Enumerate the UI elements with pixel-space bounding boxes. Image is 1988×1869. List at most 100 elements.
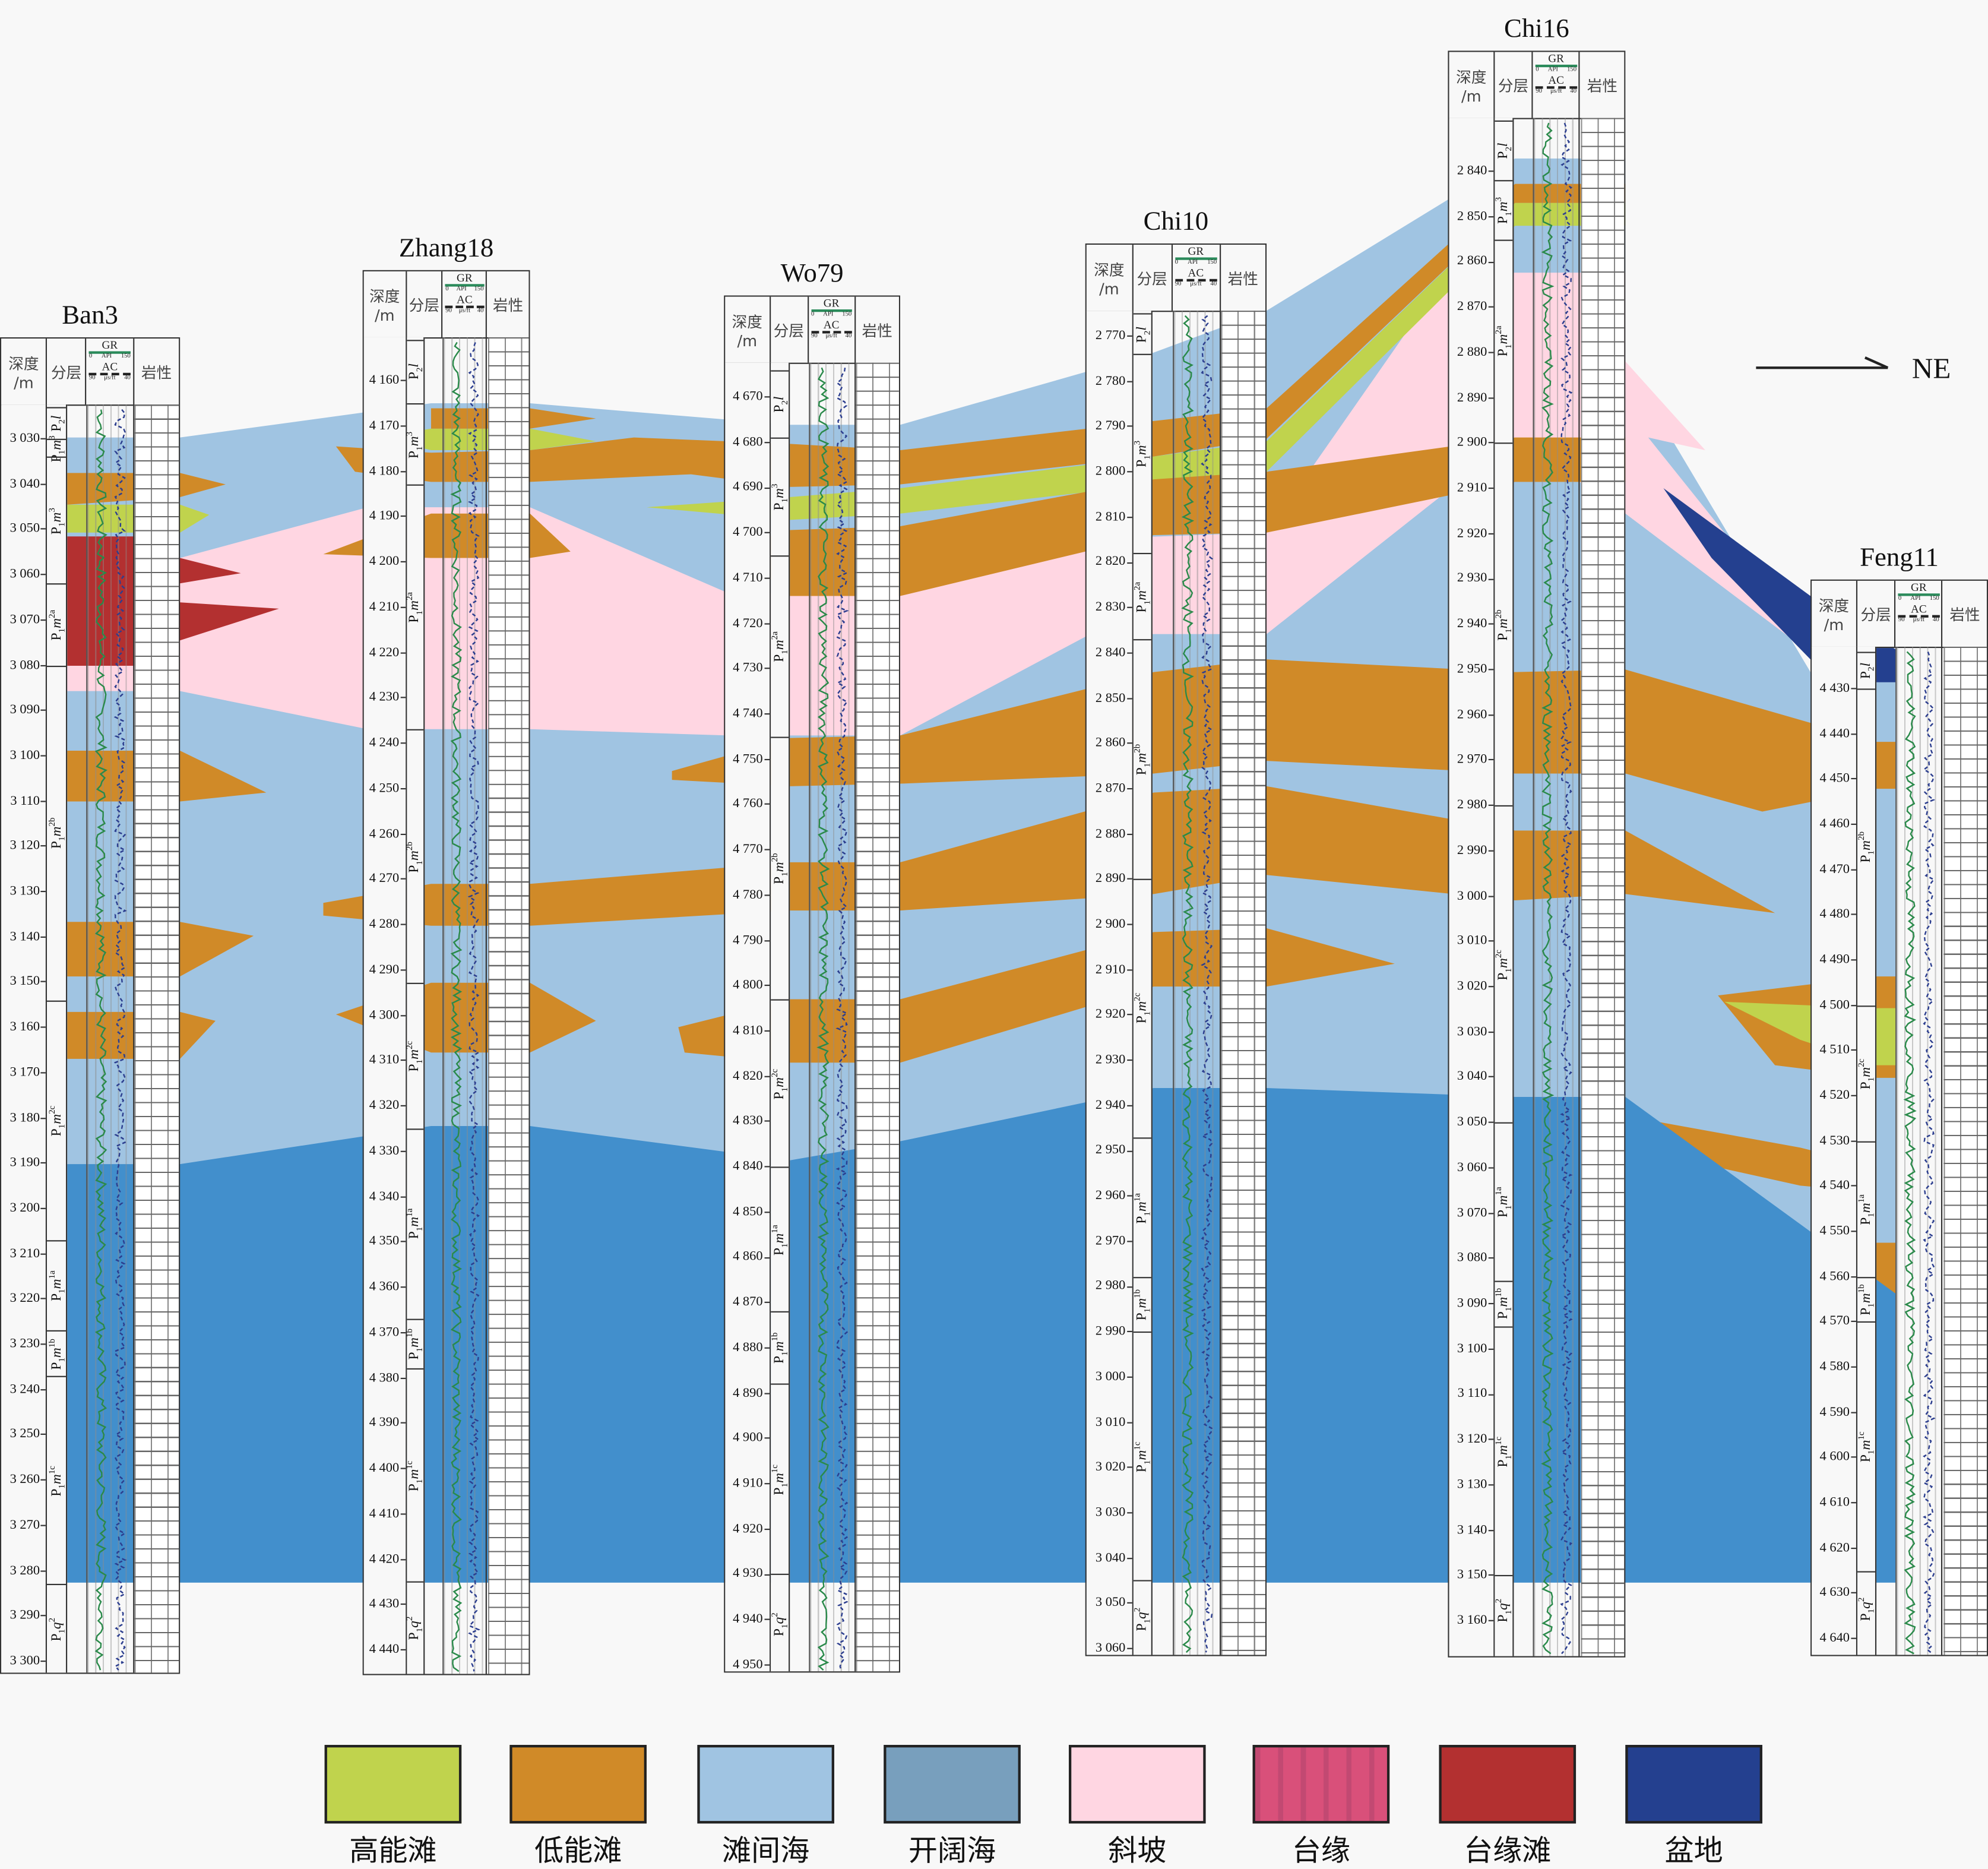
ac-scale-ac_min: 90 (88, 375, 96, 382)
formation-label: P1m1b (1493, 1289, 1514, 1320)
legend-swatch (1068, 1745, 1206, 1824)
formation-label: P1m1a (769, 1225, 789, 1256)
lithology-header: 岩性 (134, 339, 179, 404)
ac-curve (1200, 315, 1213, 1653)
log-header: GR 0 API 150 AC 90 μs/ft 40 (809, 296, 856, 363)
formation-base: P (771, 404, 787, 413)
formation-label: P1m2c (1856, 1058, 1876, 1089)
depth-tick-label: 4 300 (369, 1008, 406, 1022)
formation-base: P (1858, 1307, 1874, 1315)
gr-scale: 0 API 150 (809, 312, 854, 318)
depth-tick-label: 3 000 (1457, 889, 1493, 903)
legend-swatch (1252, 1745, 1390, 1824)
lithology-header-label: 岩性 (862, 321, 892, 340)
formation-superscript: 1c (46, 1465, 57, 1474)
formation-base: P (771, 1247, 787, 1256)
depth-tick-label: 3 040 (1096, 1551, 1132, 1565)
formation-label: P1m2a (1132, 581, 1153, 612)
formation-interval: P1m2c (1132, 879, 1153, 1137)
depth-tick-label: 3 160 (1457, 1614, 1493, 1627)
gr-label: GR (1910, 580, 1927, 594)
depth-tick-label: 2 970 (1457, 753, 1493, 767)
legend-item: 盆地 (1625, 1745, 1762, 1869)
formation-label: P2l (405, 364, 425, 380)
ac-scale-ac_unit: μs/ft (458, 308, 471, 315)
formation-name: m (407, 1049, 423, 1060)
formation-base: P (1858, 855, 1874, 864)
depth-tick-label: 4 160 (369, 374, 406, 387)
lithology-header: 岩性 (1221, 245, 1265, 311)
formation-superscript: 2b (1493, 609, 1504, 618)
depth-tick-label: 4 570 (1820, 1315, 1856, 1329)
formation-superscript: 2 (405, 1615, 416, 1621)
well-column-chi16: Chi16 深度/m 分层 GR 0 API 150 AC 90 μs/ft 40 岩性 2 840 2 … (1448, 12, 1626, 1658)
depth-tick-label: 3 260 (10, 1473, 46, 1487)
formation-column: P2l P1m3 P1m2a P1m2b P1m2c P1m1a P1m1b P1m1c P1q… (1493, 118, 1514, 1656)
direction-label: NE (1911, 352, 1951, 384)
formation-label: P1m1a (1132, 1193, 1153, 1223)
log-curves (1541, 122, 1574, 1655)
formation-interval: P1m2a (46, 583, 67, 665)
formation-header: 分层 (1495, 52, 1533, 118)
formation-subscript: 1 (1503, 211, 1514, 216)
depth-tick-label: 3 040 (1457, 1070, 1493, 1084)
formation-subscript: 1 (1142, 1308, 1153, 1313)
formation-subscript: 1 (1866, 1450, 1876, 1454)
facies-low-energy-shoal (761, 437, 1626, 596)
formation-name: l (771, 396, 787, 400)
depth-tick-label: 3 290 (10, 1609, 46, 1623)
depth-tick-label: 4 400 (369, 1462, 406, 1475)
formation-superscript: 1b (769, 1333, 780, 1342)
well-column-ban3: Ban3 深度/m 分层 GR 0 API 150 AC 90 μs/ft 40 岩性 3 030 3 0… (0, 299, 181, 1674)
formation-name: q (407, 1620, 423, 1628)
gr-scale-gr_max: 150 (1567, 67, 1577, 74)
formation-interval: P1m1a (46, 1239, 67, 1330)
formation-base: P (771, 1487, 787, 1495)
ac-scale-ac_unit: μs/ft (825, 333, 837, 340)
formation-interval: P1m2c (1856, 1005, 1876, 1141)
formation-superscript: 3 (405, 431, 416, 436)
formation-name: m (1134, 1001, 1150, 1012)
formation-superscript: 2b (769, 853, 780, 862)
ac-scale-ac_max: 40 (845, 333, 852, 340)
log-curve-column (443, 337, 487, 1674)
depth-tick-label: 2 880 (1457, 346, 1493, 359)
gr-scale-gr_unit: API (456, 286, 467, 293)
gr-scale: 0 API 150 (87, 354, 134, 360)
formation-interval: P1m2b (405, 729, 425, 983)
depth-header-label: 深度 (8, 354, 39, 372)
formation-base: P (1495, 216, 1511, 224)
formation-name: m (1134, 753, 1150, 764)
depth-tick-label: 4 900 (733, 1431, 769, 1445)
well-header: 深度/m 分层 GR 0 API 150 AC 90 μs/ft 40 岩性 (1812, 580, 1987, 649)
formation-subscript: 1 (1503, 1205, 1514, 1210)
well-name: Feng11 (1860, 541, 1939, 572)
depth-tick-label: 3 080 (1457, 1251, 1493, 1265)
legend-item: 滩间海 (697, 1745, 834, 1869)
depth-tick-label: 4 820 (733, 1069, 769, 1083)
formation-superscript: 3 (1132, 441, 1142, 445)
formation-name: m (48, 1114, 64, 1124)
formation-base: P (48, 1634, 64, 1642)
formation-name: q (771, 1617, 787, 1624)
formation-superscript: 1b (46, 1338, 57, 1348)
formation-base: P (407, 1064, 423, 1072)
formation-name: q (1858, 1602, 1874, 1609)
lithology-header: 岩性 (1581, 52, 1625, 118)
formation-superscript: 1a (1856, 1194, 1867, 1203)
formation-column: P2l P1m3 P1m2a P1m2b P1m2c P1m1a P1m1b P1m1c P1q… (1132, 311, 1153, 1655)
formation-label: P1m1a (405, 1209, 425, 1240)
formation-label: P1m3 (46, 507, 67, 534)
formation-interval: P1m1b (1132, 1277, 1153, 1332)
formation-interval: P1m2b (1493, 442, 1514, 805)
depth-tick-label: 3 010 (1096, 1415, 1132, 1429)
formation-name: m (407, 1217, 423, 1228)
depth-tick-label: 4 520 (1820, 1089, 1856, 1102)
ac-curve (468, 342, 481, 1672)
gr-scale: 0 API 150 (1896, 596, 1942, 603)
ac-scale: 90 μs/ft 40 (1896, 618, 1942, 624)
formation-base: P (407, 1352, 423, 1360)
depth-unit-label: /m (375, 306, 395, 324)
depth-tick-label: 4 320 (369, 1099, 406, 1112)
formation-subscript: 1 (1142, 1011, 1153, 1017)
